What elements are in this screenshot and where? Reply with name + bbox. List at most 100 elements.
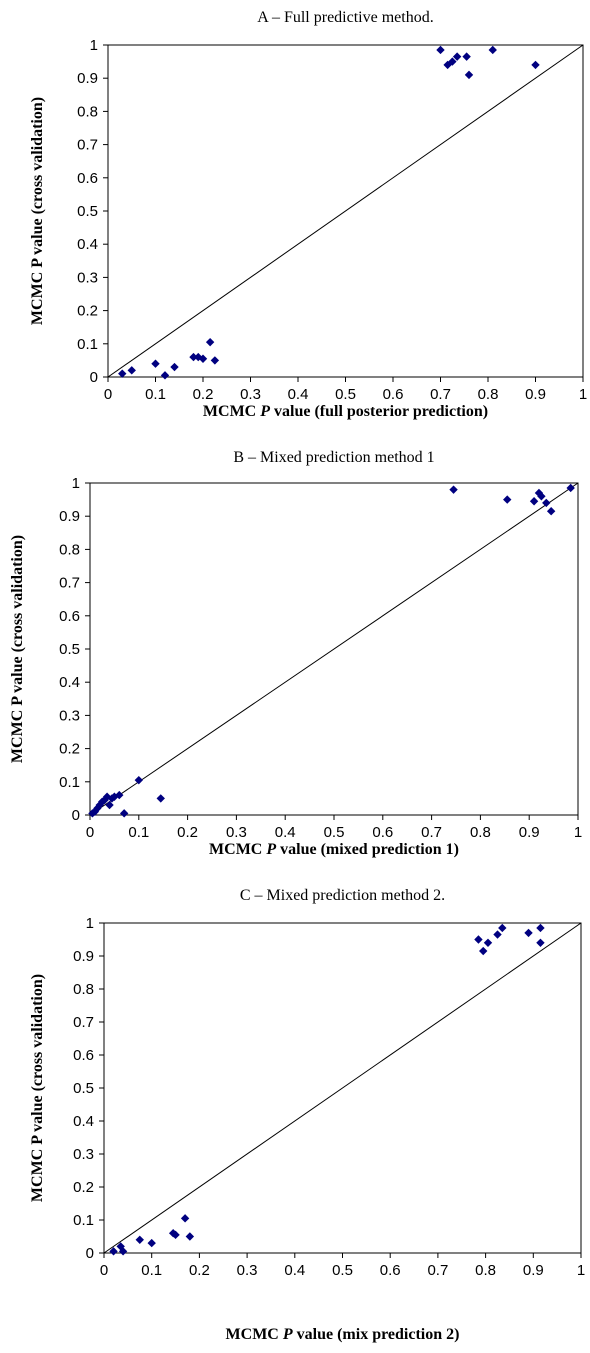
- y-tick-label: 0.9: [59, 508, 80, 525]
- y-tick-label: 0.8: [73, 981, 94, 998]
- x-tick-label: 0.8: [475, 1262, 496, 1279]
- y-tick-label: 0.2: [77, 303, 98, 320]
- y-tick-label: 0: [72, 807, 80, 824]
- y-tick-label: 0.5: [73, 1080, 94, 1097]
- x-tick-label: 0.4: [275, 824, 296, 841]
- y-tick-label: 0.1: [73, 1212, 94, 1229]
- x-tick-label: 0.5: [324, 824, 345, 841]
- data-point: [189, 352, 198, 362]
- data-point: [488, 45, 497, 55]
- data-point: [134, 775, 143, 785]
- y-tick-label: 0.9: [73, 948, 94, 965]
- y-tick-label: 0.3: [73, 1146, 94, 1163]
- y-tick-label: 1: [90, 37, 98, 54]
- data-point: [115, 790, 124, 800]
- x-axis-label-italic: P: [282, 1326, 293, 1343]
- data-point: [436, 45, 445, 55]
- x-axis-label: MCMC P value (full posterior prediction): [203, 403, 488, 420]
- y-tick-label: 0.4: [73, 1113, 94, 1130]
- x-tick-label: 0.7: [421, 824, 442, 841]
- data-point: [464, 70, 474, 80]
- data-point: [194, 352, 203, 362]
- x-tick-label: 0.9: [519, 824, 540, 841]
- y-tick-label: 0: [90, 369, 98, 386]
- y-tick-label: 0.8: [77, 103, 98, 120]
- y-tick-label: 0.4: [59, 674, 80, 691]
- x-tick-label: 0.4: [284, 1262, 305, 1279]
- x-tick-label: 0.6: [383, 386, 404, 403]
- x-axis-label-suffix: value (mix prediction 2): [293, 1326, 460, 1343]
- y-axis-label: MCMC P value (cross validation): [29, 97, 46, 325]
- data-point: [537, 492, 546, 501]
- x-tick-label: 0.5: [335, 386, 356, 403]
- y-tick-label: 0.7: [77, 137, 98, 154]
- data-point: [185, 1232, 195, 1241]
- x-axis-label-prefix: MCMC: [203, 403, 260, 420]
- x-tick-label: 0.8: [470, 824, 491, 841]
- y-tick-label: 0: [86, 1245, 94, 1262]
- x-tick-label: 0.5: [332, 1262, 353, 1279]
- data-point: [498, 923, 507, 933]
- data-point: [135, 1235, 144, 1244]
- x-tick-label: 0.9: [523, 1262, 544, 1279]
- data-point: [462, 52, 471, 61]
- data-point: [205, 337, 215, 347]
- y-tick-label: 0.2: [73, 1179, 94, 1196]
- data-point: [160, 371, 170, 380]
- data-point: [100, 795, 109, 805]
- x-tick-label: 0.2: [189, 1262, 210, 1279]
- data-point: [536, 938, 545, 947]
- x-tick-label: 1: [579, 386, 587, 403]
- y-tick-label: 0.8: [59, 541, 80, 558]
- x-tick-label: 1: [574, 824, 582, 841]
- chart-title: C – Mixed prediction method 2.: [240, 887, 445, 904]
- x-tick-label: 0.6: [372, 824, 393, 841]
- data-point: [542, 498, 551, 508]
- y-tick-label: 0.3: [77, 269, 98, 286]
- data-point: [546, 507, 556, 516]
- x-axis-label-suffix: value (mixed prediction 1): [276, 841, 459, 858]
- chart-panel-a: A – Full predictive method. 0 0.1 0.2 0.3 0.4…: [29, 9, 587, 420]
- data-point: [156, 794, 165, 803]
- x-axis-label-prefix: MCMC: [209, 841, 266, 858]
- x-tick-label: 0.3: [237, 1262, 258, 1279]
- data-point: [210, 356, 220, 365]
- reference-line: [103, 922, 582, 1254]
- x-tick-label: 0.4: [288, 386, 309, 403]
- x-tick-label: 0.7: [430, 386, 451, 403]
- y-tick-label: 0.2: [59, 741, 80, 758]
- reference-line: [89, 482, 579, 816]
- x-tick-label: 0: [104, 386, 112, 403]
- data-point: [109, 1247, 118, 1256]
- data-point: [118, 1247, 128, 1256]
- data-point: [474, 935, 483, 944]
- x-axis-label: MCMC P value (mixed prediction 1): [209, 841, 459, 858]
- data-point: [90, 807, 100, 816]
- data-point: [118, 369, 127, 378]
- x-tick-label: 0.3: [226, 824, 247, 841]
- y-tick-label: 1: [72, 475, 80, 492]
- data-point: [147, 1238, 156, 1248]
- x-axis-label: MCMC P value (mix prediction 2): [226, 1326, 460, 1343]
- data-point: [119, 809, 129, 818]
- y-tick-label: 0.1: [77, 336, 98, 353]
- x-tick-label: 1: [577, 1262, 585, 1279]
- y-tick-label: 0.9: [77, 70, 98, 87]
- data-point: [105, 800, 114, 810]
- data-point: [452, 52, 462, 61]
- data-point: [483, 938, 493, 947]
- data-point: [198, 354, 208, 363]
- y-axis-label: MCMC P value (cross validation): [29, 974, 46, 1202]
- x-tick-label: 0.3: [240, 386, 261, 403]
- x-axis-label-italic: P: [259, 403, 270, 420]
- y-tick-label: 0.6: [59, 608, 80, 625]
- y-tick-label: 0.3: [59, 707, 80, 724]
- data-point: [529, 497, 539, 506]
- data-point: [524, 928, 533, 938]
- x-tick-label: 0.9: [525, 386, 546, 403]
- x-tick-label: 0: [86, 824, 94, 841]
- x-axis-label-prefix: MCMC: [226, 1326, 283, 1343]
- x-axis-label-italic: P: [265, 841, 276, 858]
- y-tick-label: 0.5: [77, 203, 98, 220]
